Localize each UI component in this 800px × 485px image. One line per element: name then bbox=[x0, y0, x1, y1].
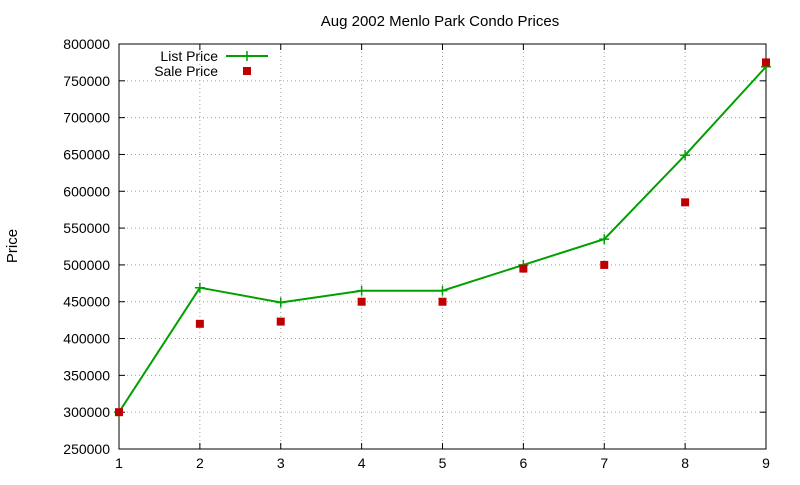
sale-price-point bbox=[519, 264, 528, 273]
list-price-point bbox=[275, 297, 286, 308]
legend-label: List Price bbox=[160, 48, 218, 64]
sale-price-point bbox=[600, 260, 609, 269]
y-tick-label: 350000 bbox=[63, 367, 110, 383]
list-price-point bbox=[437, 285, 448, 296]
y-tick-label: 450000 bbox=[63, 294, 110, 310]
y-tick-label: 800000 bbox=[63, 36, 110, 52]
list-price-point bbox=[356, 285, 367, 296]
series-layer bbox=[114, 58, 771, 418]
y-tick-label: 250000 bbox=[63, 441, 110, 457]
sale-price-point bbox=[357, 297, 366, 306]
list-price-point bbox=[599, 234, 610, 245]
sale-price-point bbox=[115, 408, 123, 417]
axis-layer: 250000 300000 350000 400000 450000 500000 5500… bbox=[63, 36, 770, 471]
legend-label: Sale Price bbox=[154, 63, 218, 79]
sale-price-point bbox=[681, 198, 690, 207]
y-tick-label: 550000 bbox=[63, 220, 110, 236]
legend-plus-marker bbox=[242, 51, 252, 61]
x-tick-label: 4 bbox=[358, 455, 366, 471]
x-tick-label: 3 bbox=[277, 455, 285, 471]
sale-price-point bbox=[276, 317, 285, 326]
y-tick-label: 300000 bbox=[63, 404, 110, 420]
y-tick-label: 650000 bbox=[63, 146, 110, 162]
x-tick-label: 1 bbox=[115, 455, 123, 471]
x-tick-label: 9 bbox=[762, 455, 770, 471]
y-tick-label: 500000 bbox=[63, 257, 110, 273]
grid-layer bbox=[119, 44, 766, 449]
x-tick-label: 5 bbox=[439, 455, 447, 471]
sale-price-point bbox=[195, 319, 204, 328]
sale-price-point bbox=[438, 297, 447, 306]
y-tick-label: 400000 bbox=[63, 331, 110, 347]
x-tick-label: 6 bbox=[519, 455, 527, 471]
y-tick-label: 750000 bbox=[63, 73, 110, 89]
x-tick-label: 7 bbox=[600, 455, 608, 471]
y-axis-label: Price bbox=[4, 229, 21, 263]
x-tick-label: 8 bbox=[681, 455, 689, 471]
y-tick-label: 700000 bbox=[63, 110, 110, 126]
sale-price-point bbox=[762, 58, 770, 67]
list-price-point bbox=[680, 150, 691, 161]
chart-title: Aug 2002 Menlo Park Condo Prices bbox=[321, 13, 559, 30]
legend-square-marker bbox=[243, 67, 251, 75]
x-tick-label: 2 bbox=[196, 455, 204, 471]
y-tick-label: 600000 bbox=[63, 183, 110, 199]
list-price-point bbox=[194, 282, 205, 293]
